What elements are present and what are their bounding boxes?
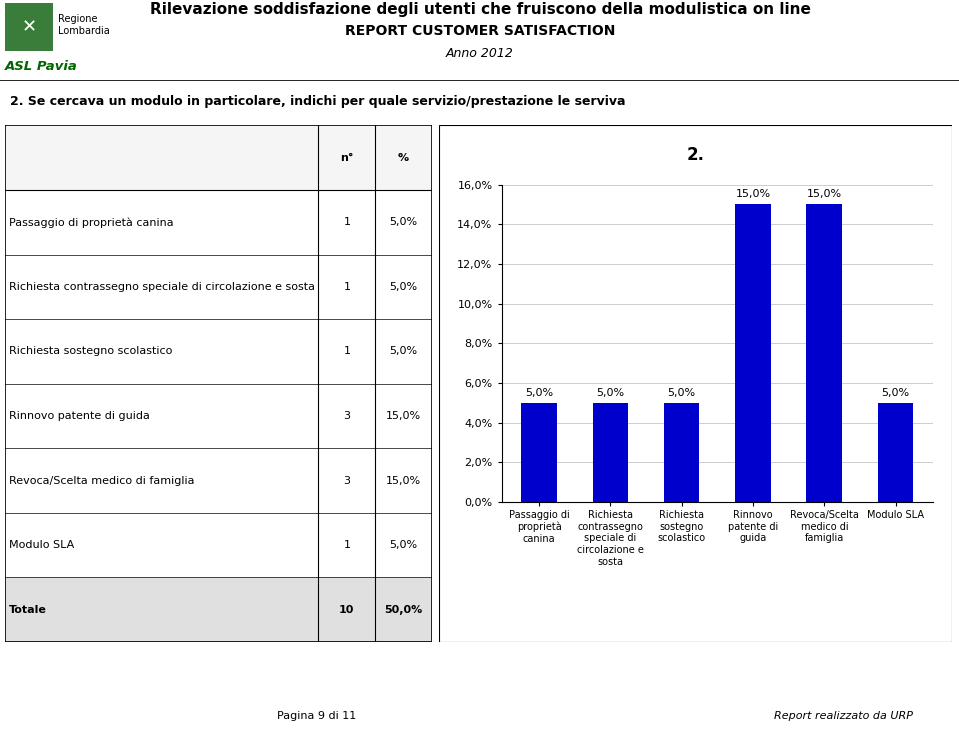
Bar [5,320,432,384]
Text: Report realizzato da URP: Report realizzato da URP [775,711,913,721]
Text: 5,0%: 5,0% [596,387,624,398]
Bar [5,3,53,51]
Text: Anno 2012: Anno 2012 [446,46,514,60]
Text: Revoca/Scelta medico di famiglia: Revoca/Scelta medico di famiglia [9,475,195,486]
Text: Richiesta sostegno scolastico: Richiesta sostegno scolastico [9,346,173,356]
Text: 5,0%: 5,0% [389,282,417,292]
Text: n°: n° [340,153,354,163]
Text: 5,0%: 5,0% [389,540,417,551]
Text: Lombardia: Lombardia [58,26,109,36]
Text: 5,0%: 5,0% [525,387,553,398]
Bar [5,384,432,449]
Bar [5,125,432,190]
Text: 3: 3 [343,475,350,486]
Bar [5,190,432,255]
Text: 5,0%: 5,0% [881,387,910,398]
Text: 15,0%: 15,0% [386,475,421,486]
Text: Richiesta contrassegno speciale di circolazione e sosta: Richiesta contrassegno speciale di circo… [9,282,316,292]
Text: 15,0%: 15,0% [736,190,771,199]
Bar [807,204,842,502]
Text: 1: 1 [343,282,350,292]
Text: 5,0%: 5,0% [389,346,417,356]
Text: 5,0%: 5,0% [667,387,695,398]
Text: ASL Pavia: ASL Pavia [5,60,78,72]
Text: 50,0%: 50,0% [385,604,423,615]
Bar [5,449,432,513]
Text: %: % [398,153,409,163]
Bar [736,204,771,502]
Text: Totale: Totale [9,604,47,615]
Text: 3: 3 [343,411,350,421]
Bar [5,577,432,642]
Text: Modulo SLA: Modulo SLA [9,540,74,551]
Text: Rinnovo patente di guida: Rinnovo patente di guida [9,411,150,421]
Text: Passaggio di proprietà canina: Passaggio di proprietà canina [9,217,174,227]
Text: 15,0%: 15,0% [807,190,842,199]
Text: Rilevazione soddisfazione degli utenti che fruiscono della modulistica on line: Rilevazione soddisfazione degli utenti c… [150,1,810,16]
Text: 15,0%: 15,0% [386,411,421,421]
Text: ✕: ✕ [21,18,36,36]
Bar [593,403,628,502]
Text: 2. Se cercava un modulo in particolare, indichi per quale servizio/prestazione l: 2. Se cercava un modulo in particolare, … [10,95,625,108]
Bar [877,403,914,502]
Text: Regione: Regione [58,14,98,24]
Text: 1: 1 [343,540,350,551]
Text: REPORT CUSTOMER SATISFACTION: REPORT CUSTOMER SATISFACTION [345,24,615,38]
Text: 1: 1 [343,217,350,227]
Bar [664,403,699,502]
Text: 1: 1 [343,346,350,356]
Bar [5,513,432,577]
Text: 5,0%: 5,0% [389,217,417,227]
Text: 2.: 2. [687,146,705,164]
Text: Pagina 9 di 11: Pagina 9 di 11 [277,711,356,721]
Bar [5,255,432,320]
Text: 10: 10 [339,604,355,615]
Bar [521,403,557,502]
